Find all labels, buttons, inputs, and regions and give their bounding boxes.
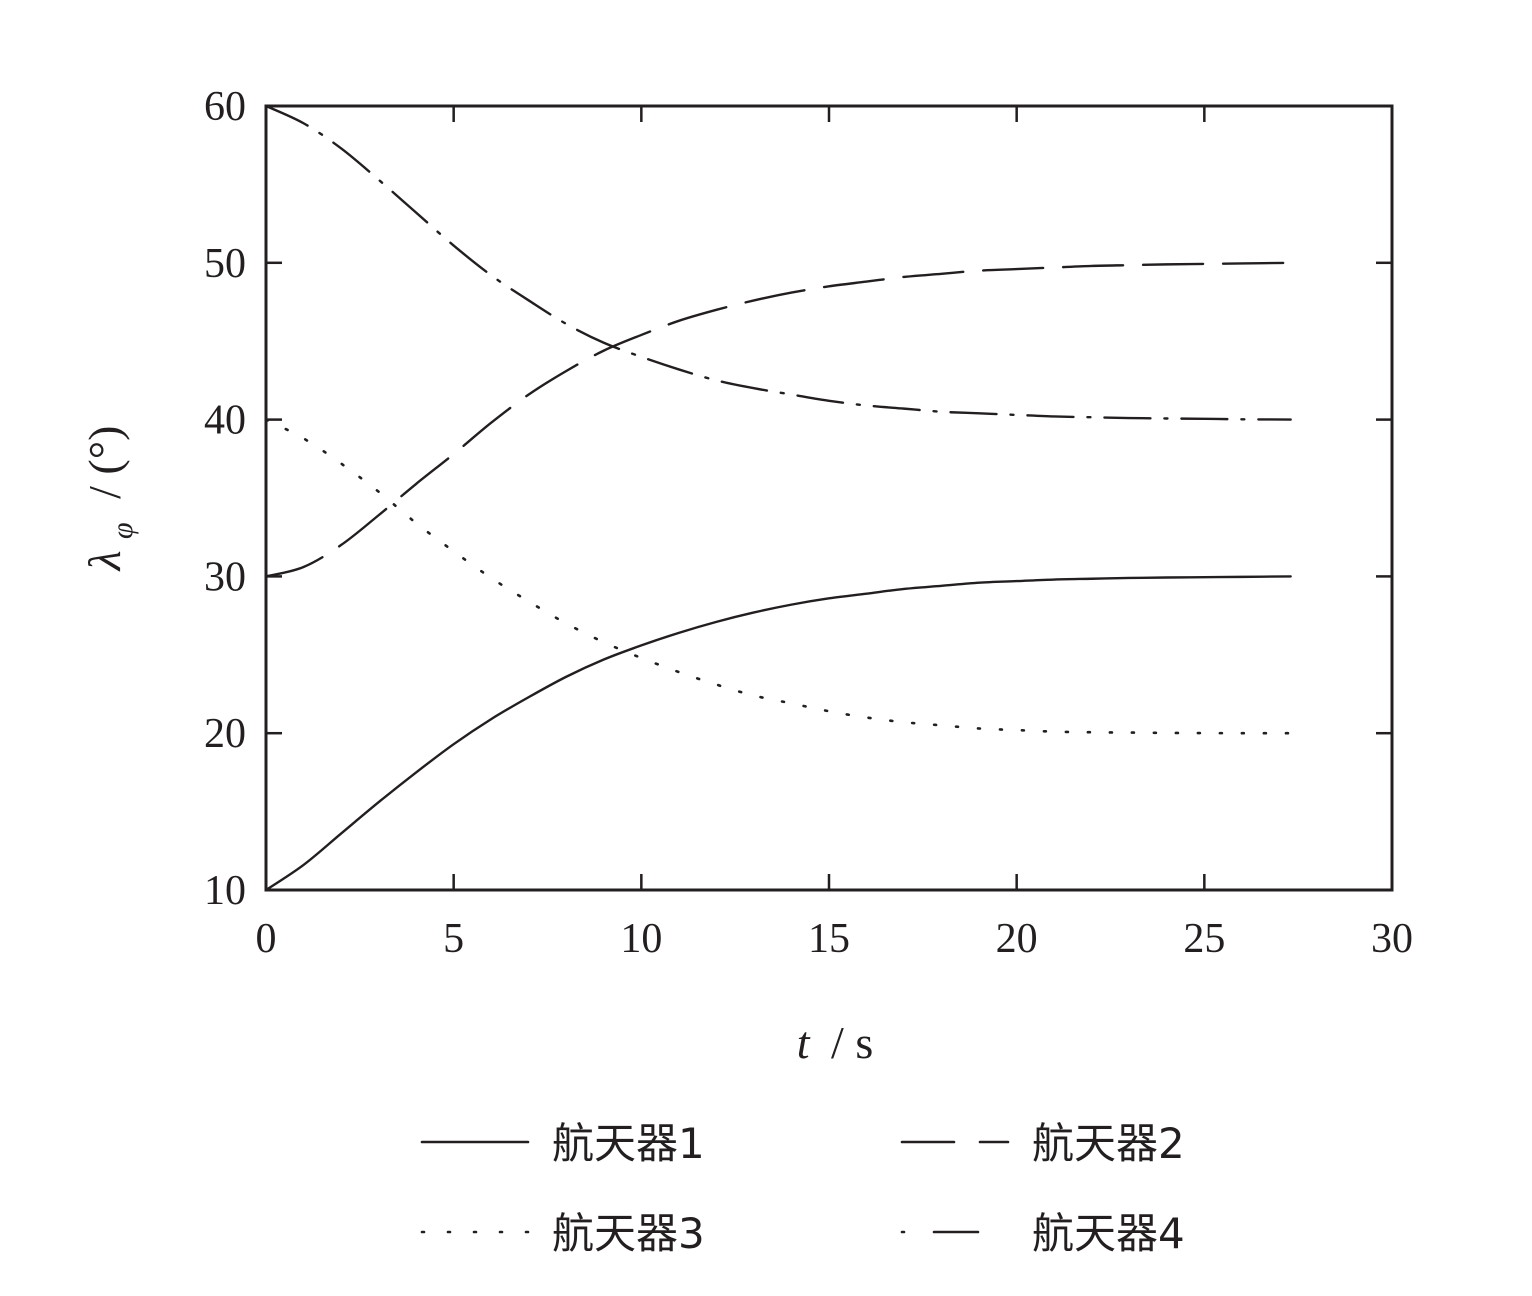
x-tick-label: 5 <box>443 916 464 962</box>
y-axis-variable-subscript: φ <box>106 522 139 539</box>
x-tick-label: 0 <box>256 916 277 962</box>
x-axis-title: t / s <box>797 1017 873 1068</box>
y-axis-variable: λ <box>79 550 130 572</box>
x-tick-label: 15 <box>808 916 850 962</box>
y-tick-label: 20 <box>204 711 246 757</box>
plot-frame <box>264 104 1394 892</box>
legend-label-2: 航天器2 <box>1032 1119 1185 1168</box>
series-line-3 <box>264 418 1292 735</box>
x-tick-label: 20 <box>996 916 1038 962</box>
y-tick-label: 40 <box>204 398 246 444</box>
y-axis-title: λ φ / (°) <box>79 426 142 573</box>
x-axis-variable: t <box>797 1017 811 1068</box>
y-tick-label: 50 <box>204 241 246 287</box>
series-line-1 <box>264 575 1292 892</box>
y-tick-label: 60 <box>204 84 246 130</box>
y-tick-label: 10 <box>204 868 246 914</box>
legend-label-1: 航天器1 <box>552 1119 705 1168</box>
series-line-2 <box>264 261 1292 578</box>
legend: 航天器1 航天器2 航天器3 航天器4 <box>420 1119 1185 1258</box>
series-line-4 <box>264 104 1292 421</box>
x-tick-label: 25 <box>1183 916 1225 962</box>
legend-label-3: 航天器3 <box>552 1209 705 1258</box>
x-tick-label: 30 <box>1371 916 1413 962</box>
x-tick-label: 10 <box>620 916 662 962</box>
legend-label-4: 航天器4 <box>1032 1209 1185 1258</box>
axis-ticks: 0 5 10 15 20 25 30 10 20 30 40 50 60 <box>204 84 1413 962</box>
y-tick-label: 30 <box>204 554 246 600</box>
plot-area <box>264 104 1292 892</box>
y-axis-unit: / (°) <box>79 426 130 499</box>
x-axis-unit: / s <box>831 1017 873 1068</box>
